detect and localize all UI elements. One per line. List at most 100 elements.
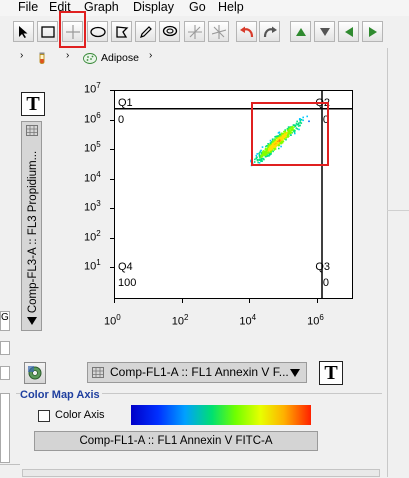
y-tick-mark: [110, 178, 114, 180]
color-axis-checkbox[interactable]: [38, 410, 50, 422]
menu-graph[interactable]: Graph: [84, 0, 119, 14]
ellipse-tool-button[interactable]: [87, 21, 108, 42]
scatter-point: [269, 144, 271, 146]
scatter-point: [275, 143, 277, 146]
scatter-point: [261, 154, 264, 156]
scatter-point: [271, 138, 274, 140]
move-down-button[interactable]: [314, 21, 335, 42]
y-axis-text-button[interactable]: T: [21, 92, 45, 116]
rectangle-icon: [40, 25, 55, 38]
highlight-box-tool: [59, 11, 86, 48]
scatter-point: [282, 140, 285, 143]
scatter-point: [295, 122, 298, 125]
crosshair-tool-button[interactable]: [62, 21, 83, 42]
scatter-point: [263, 154, 265, 156]
scatter-point: [265, 152, 267, 155]
settings-button[interactable]: [24, 362, 46, 384]
scatter-point: [289, 127, 292, 129]
tube-icon[interactable]: [38, 52, 46, 65]
scatter-point: [265, 152, 268, 154]
scatter-point: [277, 132, 280, 134]
scatter-point: [260, 158, 263, 160]
y-tick-label: 102: [84, 228, 101, 244]
menu-display[interactable]: Display: [133, 0, 174, 14]
menu-edit[interactable]: Edit: [49, 0, 71, 14]
scatter-point: [266, 148, 268, 151]
scatter-point: [274, 148, 277, 150]
scatter-point: [292, 129, 294, 132]
x-axis-text-button[interactable]: T: [319, 361, 343, 385]
redo-button[interactable]: [259, 21, 280, 42]
quadrant-tool-button[interactable]: [184, 21, 205, 42]
color-map-group: [16, 393, 382, 478]
menu-file[interactable]: File: [18, 0, 39, 14]
y-axis-parameter-label-wrap: Comp-FL3-A :: FL3 Propidium...: [22, 151, 43, 313]
scatter-point: [282, 135, 285, 137]
scatter-point: [269, 147, 271, 150]
scatter-point: [273, 144, 275, 147]
undo-button[interactable]: [236, 21, 257, 42]
menu-help[interactable]: Help: [218, 0, 244, 14]
y-axis-parameter-selector[interactable]: Comp-FL3-A :: FL3 Propidium...: [21, 121, 42, 331]
quadrant-q3-name: Q3: [315, 261, 330, 273]
scatter-point: [284, 132, 287, 135]
pen-icon: [139, 25, 152, 38]
scatter-point: [287, 127, 289, 130]
scatter-point: [271, 147, 274, 149]
down-icon: [319, 27, 330, 36]
quadrant-q4-name: Q4: [118, 261, 133, 273]
scatter-plot[interactable]: Q1 0 Q2 0 Q3 0 Q4 100: [114, 90, 353, 299]
chevron-right-icon[interactable]: ›: [66, 50, 70, 61]
polygon-tool-button[interactable]: [111, 21, 132, 42]
scatter-point: [293, 131, 296, 133]
scatter-point: [281, 141, 284, 144]
chevron-right-icon[interactable]: ›: [20, 50, 24, 61]
scatter-point: [277, 135, 279, 137]
y-tick-mark: [110, 149, 114, 151]
y-tick-label: 104: [84, 169, 101, 185]
scatter-point: [302, 116, 304, 119]
left-panel-fragment: [0, 366, 10, 380]
chevron-right-icon[interactable]: ›: [149, 50, 153, 61]
scatter-point: [268, 151, 270, 153]
spider-tool-button[interactable]: [208, 21, 229, 42]
scatter-point: [273, 142, 276, 144]
divider: [0, 464, 20, 465]
y-tick-mark: [110, 237, 114, 239]
move-right-button[interactable]: [362, 21, 383, 42]
scatter-point: [280, 142, 282, 145]
menu-go[interactable]: Go: [189, 0, 206, 14]
scatter-point: [260, 152, 263, 155]
gear-icon: [28, 366, 42, 380]
scatter-points: [250, 115, 310, 167]
scatter-point: [271, 141, 274, 144]
scatter-point: [308, 120, 310, 123]
scatter-point: [294, 124, 297, 127]
undo-icon: [239, 26, 253, 37]
pen-tool-button[interactable]: [135, 21, 156, 42]
scatter-point: [264, 150, 266, 153]
scatter-point: [281, 132, 284, 135]
scatter-point: [268, 147, 270, 150]
scatter-point: [299, 120, 302, 122]
arrow-tool-button[interactable]: [13, 21, 34, 42]
move-left-button[interactable]: [338, 21, 359, 42]
rectangle-tool-button[interactable]: [37, 21, 58, 42]
menu-bar: File Edit Graph Display Go Help: [0, 0, 409, 16]
scatter-point: [282, 133, 285, 135]
scatter-point: [280, 145, 282, 148]
x-tick-mark: [317, 299, 319, 303]
color-parameter-button[interactable]: Comp-FL1-A :: FL1 Annexin V FITC-A: [34, 431, 318, 451]
x-axis-parameter-selector[interactable]: Comp-FL1-A :: FL1 Annexin V F...: [87, 362, 307, 383]
scatter-point: [283, 135, 286, 137]
scatter-point: [269, 153, 271, 155]
scatter-point: [268, 155, 270, 157]
breadcrumb-population[interactable]: Adipose: [101, 52, 139, 64]
scatter-point: [286, 133, 288, 135]
x-tick-label: 100: [104, 313, 121, 328]
color-map-title: Color Map Axis: [20, 389, 102, 401]
scatter-point: [289, 130, 292, 132]
lasso-tool-button[interactable]: [159, 21, 180, 42]
move-up-button[interactable]: [290, 21, 311, 42]
x-axis-parameter-label: Comp-FL1-A :: FL1 Annexin V F...: [110, 365, 289, 379]
